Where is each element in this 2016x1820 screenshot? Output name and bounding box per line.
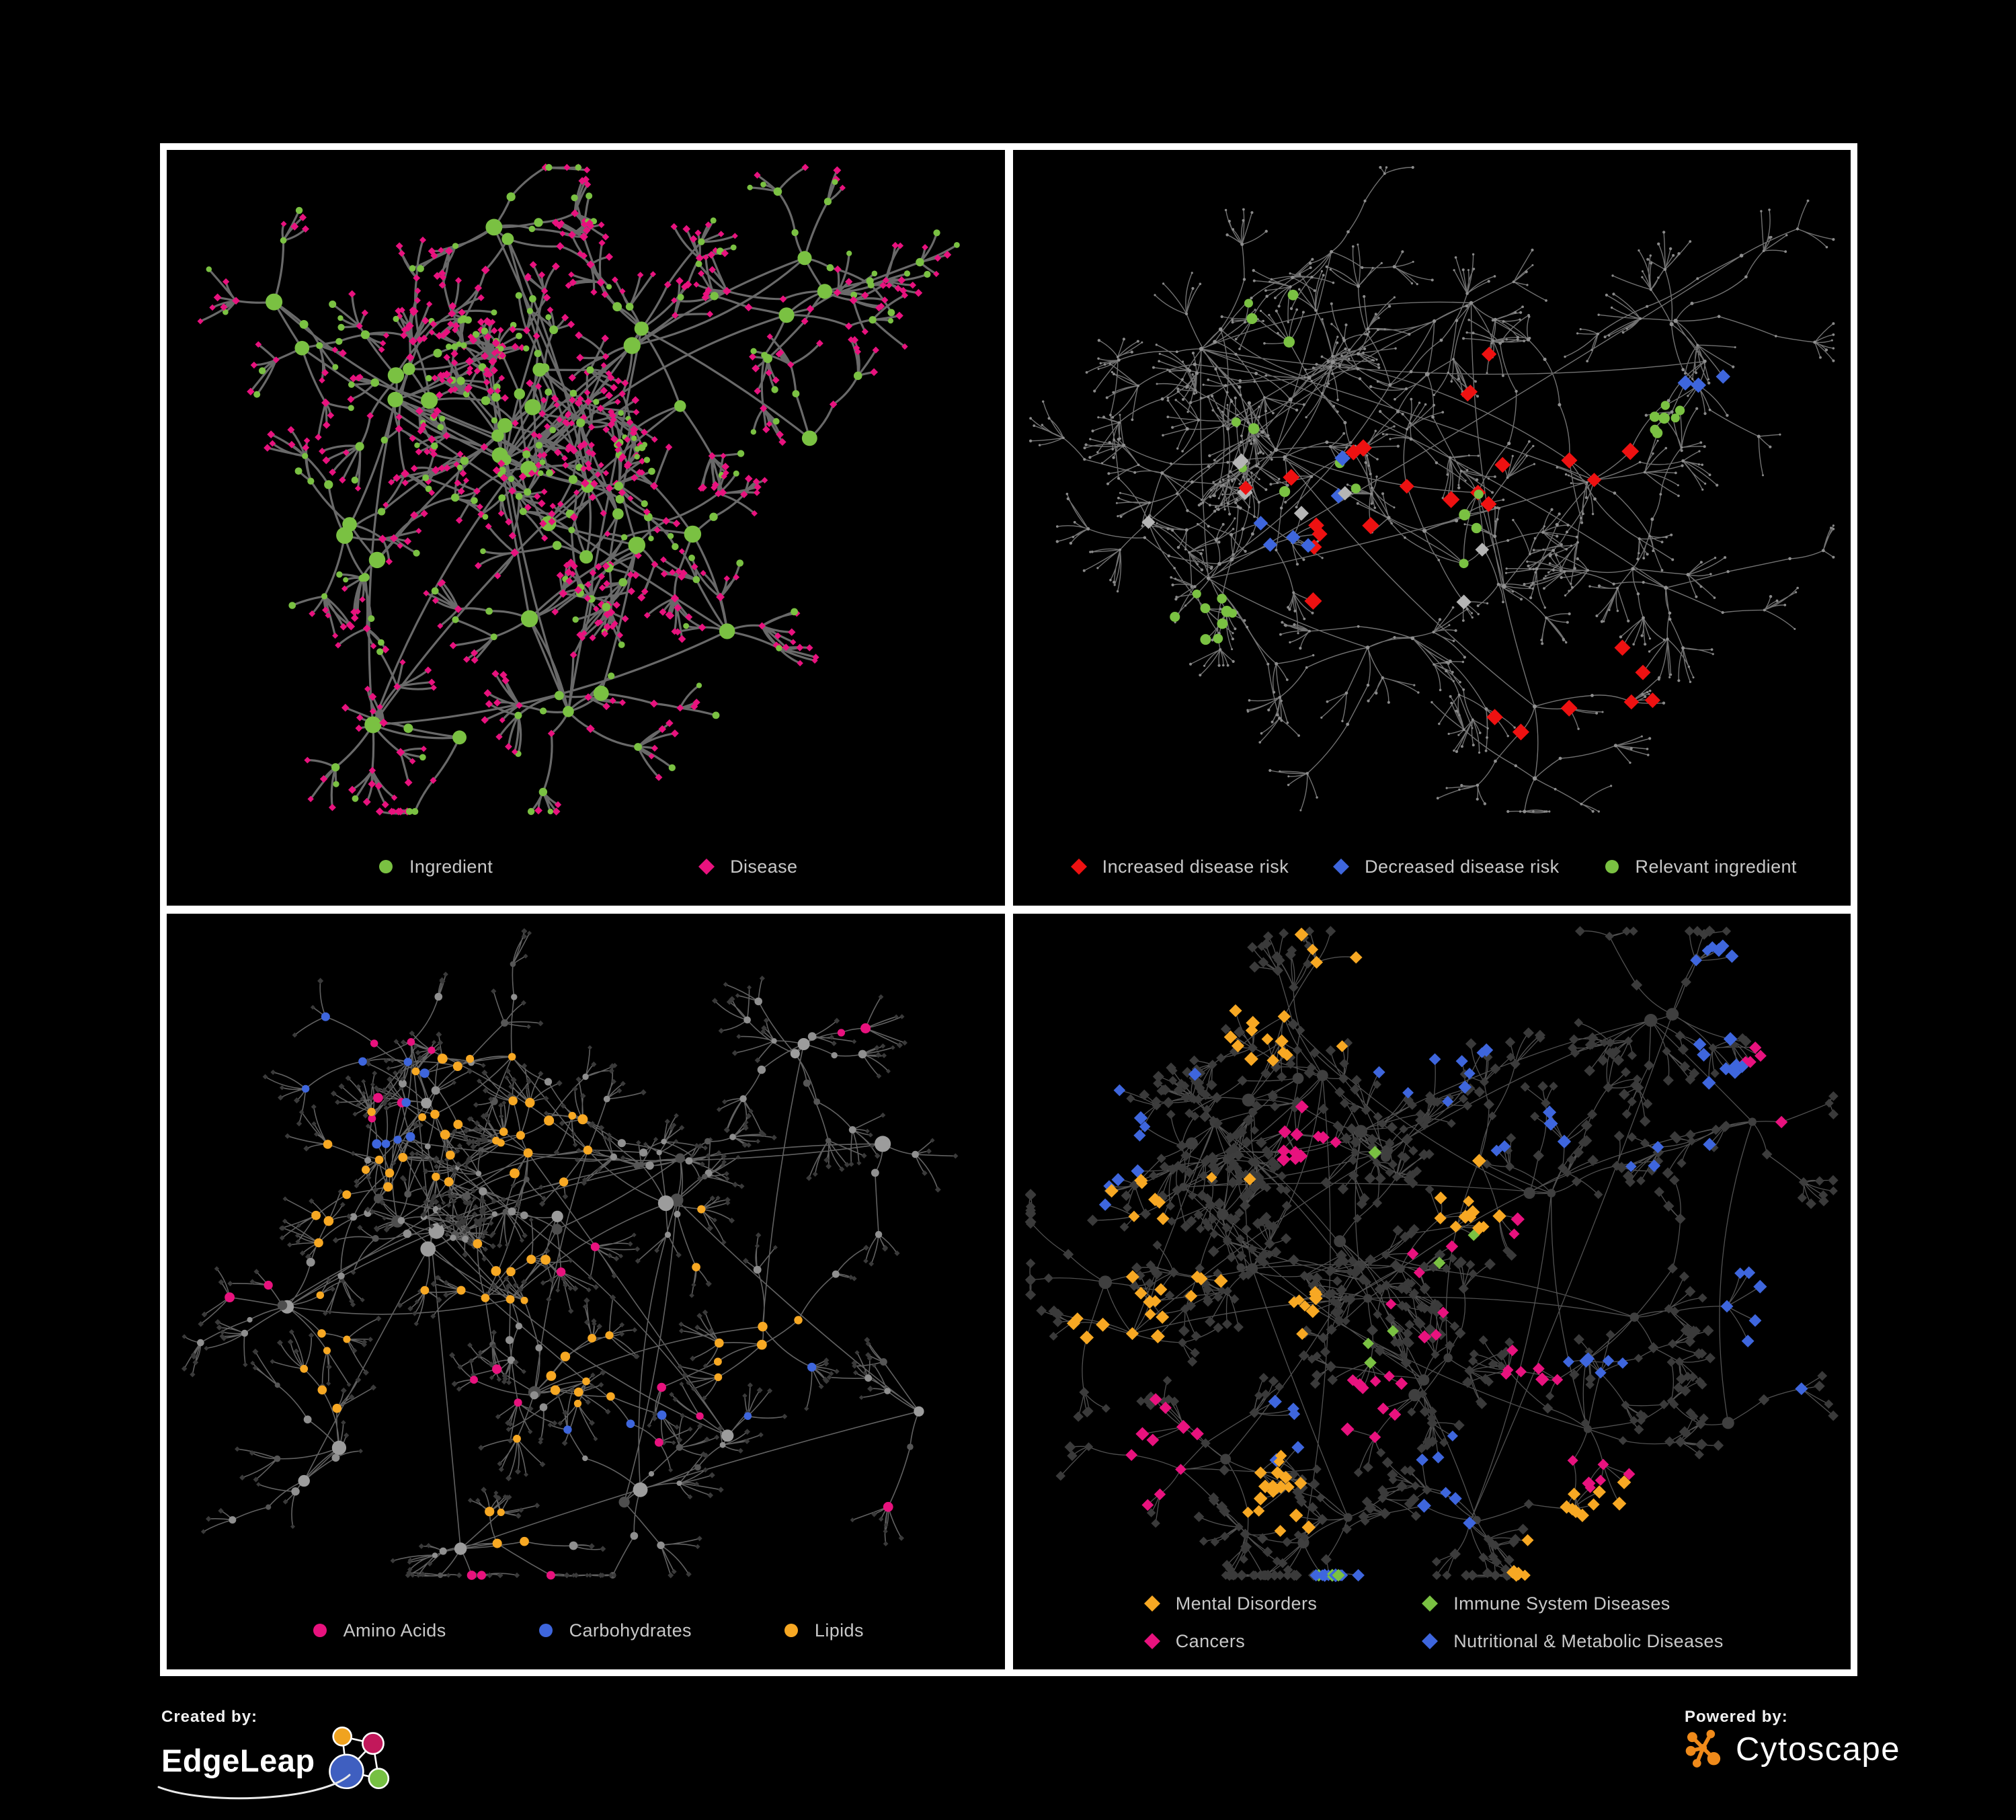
edgeleap-network-icon — [328, 1726, 389, 1790]
powered-by-label: Powered by: — [1685, 1708, 1788, 1726]
legend-label: Mental Disorders — [1175, 1593, 1318, 1614]
disease-risk-network-graph — [1029, 165, 1834, 814]
legend-item-carbohydrates: Carbohydrates — [534, 1618, 692, 1643]
legend-item-disease: Disease — [694, 855, 797, 879]
legend-item-cancers: Cancers — [1140, 1629, 1317, 1653]
legend-item-mental-disorders: Mental Disorders — [1140, 1591, 1317, 1616]
legend-label: Immune System Diseases — [1453, 1593, 1670, 1614]
legend-label: Lipids — [814, 1620, 864, 1640]
legend-disease-classes: Mental Disorders Cancers Immune System Dis… — [1013, 1591, 1851, 1653]
panel-ingredient-classes: Amino Acids Carbohydrates Lipids — [167, 914, 1005, 1669]
legend-item-immune-system-diseases: Immune System Diseases — [1418, 1591, 1723, 1616]
figure-grid: Ingredient Disease Increased disease risk… — [160, 143, 1857, 1676]
legend-item-nutritional-metabolic-diseases: Nutritional & Metabolic Diseases — [1418, 1629, 1723, 1653]
diamond-marker-icon — [1422, 1633, 1439, 1649]
legend-label: Carbohydrates — [569, 1620, 692, 1640]
circle-marker-icon — [379, 860, 393, 873]
cytoscape-network-icon — [1685, 1729, 1721, 1768]
panel-disease-classes: Mental Disorders Cancers Immune System Dis… — [1012, 914, 1851, 1669]
legend-label: Cancers — [1175, 1630, 1246, 1651]
cytoscape-logo: Cytoscape — [1685, 1728, 1900, 1771]
created-by-label: Created by: — [161, 1708, 258, 1726]
legend-item-decreased-disease-risk: Decreased disease risk — [1329, 855, 1559, 879]
legend-label: Nutritional & Metabolic Diseases — [1453, 1630, 1724, 1651]
legend-label: Increased disease risk — [1102, 856, 1289, 877]
edgeleap-logo: EdgeLeap — [157, 1726, 396, 1800]
circle-marker-icon — [1605, 860, 1619, 873]
diamond-marker-icon — [1070, 859, 1087, 875]
circle-marker-icon — [784, 1624, 798, 1637]
powered-by-block: Powered by: Cytoscape — [1685, 1708, 1900, 1771]
legend-item-amino-acids: Amino Acids — [308, 1618, 446, 1643]
legend-label: Amino Acids — [343, 1620, 446, 1640]
panel-disease-risk: Increased disease risk Decreased disease … — [1012, 150, 1851, 906]
cytoscape-logo-text: Cytoscape — [1736, 1731, 1901, 1768]
panel-ingredient-disease: Ingredient Disease — [167, 150, 1005, 906]
legend-item-relevant-ingredient: Relevant ingredient — [1600, 855, 1797, 879]
ingredient-classes-network-graph — [181, 928, 959, 1580]
diamond-marker-icon — [1333, 859, 1350, 875]
legend-ingredient-disease: Ingredient Disease — [167, 855, 1005, 879]
ingredient-disease-network-graph — [197, 163, 960, 816]
diamond-marker-icon — [1143, 1595, 1160, 1612]
circle-marker-icon — [313, 1624, 327, 1637]
diamond-marker-icon — [1422, 1595, 1439, 1612]
legend-label: Disease — [730, 856, 798, 877]
legend-disease-risk: Increased disease risk Decreased disease … — [1013, 855, 1851, 879]
circle-marker-icon — [538, 1624, 553, 1637]
edgeleap-logo-text: EdgeLeap — [161, 1742, 315, 1778]
legend-item-lipids: Lipids — [779, 1618, 864, 1643]
legend-label: Relevant ingredient — [1635, 856, 1797, 877]
created-by-block: Created by: EdgeLeap — [157, 1708, 396, 1800]
legend-label: Decreased disease risk — [1365, 856, 1560, 877]
disease-classes-network-graph — [1024, 925, 1839, 1583]
diamond-marker-icon — [698, 859, 715, 875]
legend-label: Ingredient — [409, 856, 493, 877]
legend-item-increased-disease-risk: Increased disease risk — [1067, 855, 1289, 879]
legend-item-ingredient: Ingredient — [374, 855, 493, 879]
legend-ingredient-classes: Amino Acids Carbohydrates Lipids — [167, 1618, 1005, 1643]
diamond-marker-icon — [1143, 1633, 1160, 1649]
